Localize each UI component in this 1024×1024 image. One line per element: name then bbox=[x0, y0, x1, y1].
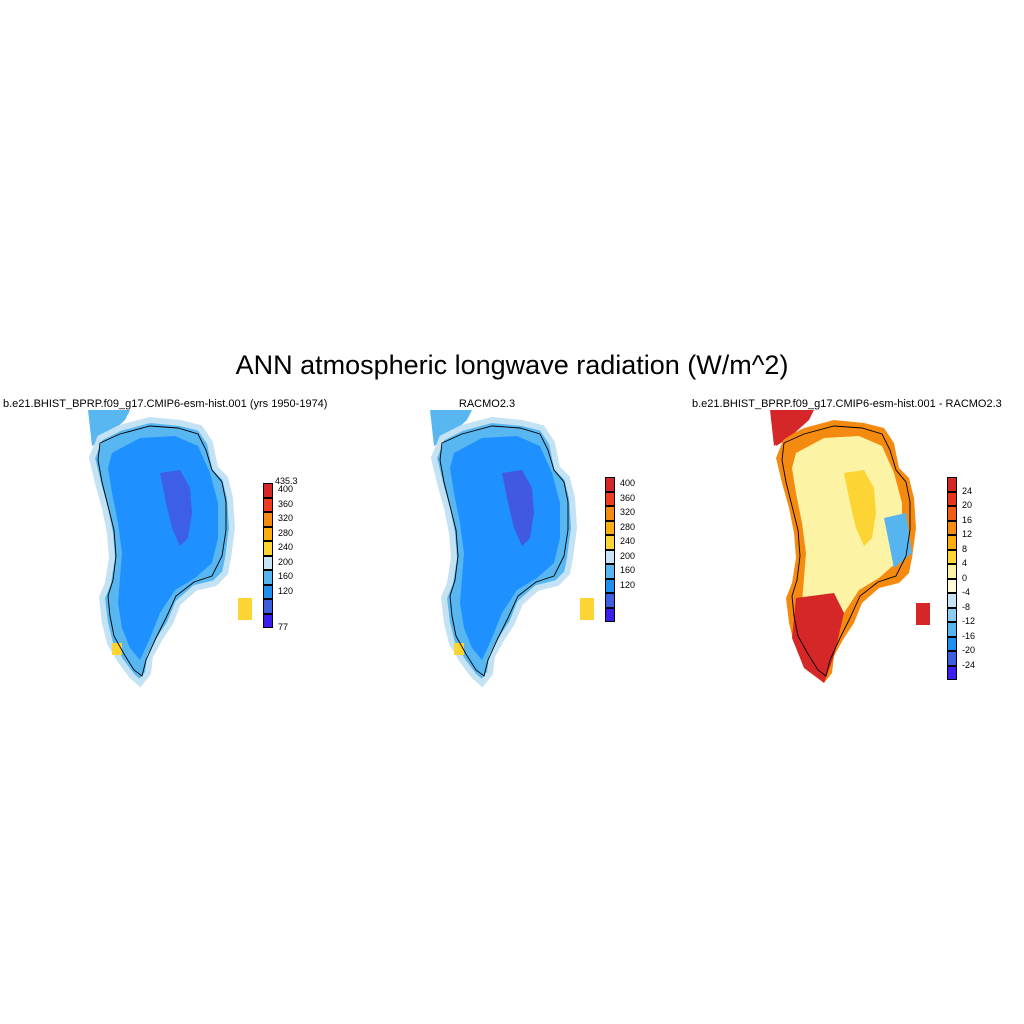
colorbar-tick-label: 200 bbox=[278, 556, 294, 567]
ice-core bbox=[844, 470, 876, 546]
colorbar-swatch bbox=[605, 564, 615, 579]
colorbar-swatch bbox=[947, 665, 957, 680]
colorbar-tick-label: 24 bbox=[962, 485, 973, 496]
figure-title: ANN atmospheric longwave radiation (W/m^… bbox=[235, 350, 789, 380]
colorbar-swatch bbox=[263, 526, 273, 541]
land-edge bbox=[430, 416, 578, 688]
colorbar-swatch bbox=[605, 578, 615, 593]
colorbar-swatch bbox=[947, 491, 957, 506]
colorbar-swatch bbox=[605, 520, 615, 535]
colorbar-swatch bbox=[605, 549, 615, 564]
colorbar-tick-label: 240 bbox=[620, 536, 636, 547]
land-edge bbox=[88, 416, 236, 688]
colorbar-swatch bbox=[263, 613, 273, 628]
colorbar-swatch bbox=[605, 491, 615, 506]
colorbar-swatch bbox=[947, 578, 957, 593]
colorbar-tick-label: -24 bbox=[962, 659, 976, 670]
iceland-cells bbox=[916, 603, 930, 625]
colorbar-tick-label: 12 bbox=[962, 529, 973, 539]
colorbar-tick-label: 320 bbox=[278, 513, 294, 524]
colorbar-tick-label: 360 bbox=[278, 498, 294, 509]
colorbar-swatch bbox=[263, 599, 273, 614]
ice-core bbox=[502, 470, 534, 546]
colorbar-swatch bbox=[947, 651, 957, 666]
colorbar-swatch bbox=[947, 564, 957, 579]
colorbar-tick-label: 400 bbox=[620, 478, 636, 489]
colorbar-swatch bbox=[605, 607, 615, 622]
southern-tip bbox=[792, 593, 844, 683]
colorbar-swatch bbox=[947, 535, 957, 550]
ice-interior bbox=[108, 436, 218, 660]
colorbar-tick-label: 120 bbox=[620, 579, 636, 590]
coastline bbox=[439, 425, 569, 677]
colorbar-swatch bbox=[263, 570, 273, 585]
colorbar-swatch bbox=[947, 506, 957, 521]
coastline bbox=[97, 425, 227, 677]
colorbar-tick-label: 4 bbox=[962, 558, 968, 568]
colorbar-tick-label: 8 bbox=[962, 543, 968, 554]
greenland-map bbox=[88, 410, 252, 688]
colorbar-min-label: 77 bbox=[278, 622, 289, 632]
colorbar-swatch bbox=[605, 506, 615, 521]
colorbar-tick-label: 0 bbox=[962, 572, 968, 583]
colorbar-tick-label: 160 bbox=[278, 571, 294, 582]
coastline bbox=[781, 425, 911, 677]
east-coast-cool bbox=[884, 513, 912, 568]
colorbar-swatch bbox=[263, 584, 273, 599]
colorbar-swatch bbox=[263, 497, 273, 512]
colorbar-swatch bbox=[947, 622, 957, 637]
colorbar-tick-label: -8 bbox=[962, 601, 971, 612]
colorbar-tick-label: 16 bbox=[962, 514, 973, 525]
colorbar-swatch bbox=[605, 593, 615, 608]
colorbar-tick-label: -4 bbox=[962, 587, 971, 597]
colorbar-swatch bbox=[947, 477, 957, 492]
colorbar-swatch bbox=[263, 555, 273, 570]
panel-title: b.e21.BHIST_BPRP.f09_g17.CMIP6-esm-hist.… bbox=[3, 398, 328, 410]
colorbar-tick-label: 280 bbox=[278, 527, 294, 538]
panel-title: b.e21.BHIST_BPRP.f09_g17.CMIP6-esm-hist.… bbox=[692, 398, 1002, 410]
panel-title: RACMO2.3 bbox=[458, 398, 516, 410]
greenland-map bbox=[770, 410, 930, 683]
colorbar-swatch bbox=[947, 549, 957, 564]
colorbar-tick-label: -16 bbox=[962, 630, 976, 641]
panel-model: b.e21.BHIST_BPRP.f09_g17.CMIP6-esm-hist.… bbox=[0, 398, 340, 698]
greenland-map bbox=[430, 410, 594, 688]
colorbar-swatch bbox=[263, 541, 273, 556]
colorbar-tick-label: 400 bbox=[278, 484, 294, 495]
colorbar-swatch bbox=[947, 593, 957, 608]
south-coast-cells bbox=[454, 643, 464, 655]
colorbar-tick-label: 320 bbox=[620, 507, 636, 518]
colorbar-tick-label: 360 bbox=[620, 492, 636, 503]
panel-racmo: RACMO2.3 400 360 320 280 240 200 160 120 bbox=[342, 398, 682, 698]
iceland-cells bbox=[580, 598, 594, 620]
colorbar-tick-label: 20 bbox=[962, 500, 973, 510]
colorbar-tick-label: 200 bbox=[620, 550, 636, 561]
south-coast-cells bbox=[112, 643, 122, 655]
colorbar-swatch bbox=[263, 483, 273, 498]
iceland-cells bbox=[238, 598, 252, 620]
colorbar-tick-label: 280 bbox=[620, 521, 636, 532]
ice-core bbox=[160, 470, 192, 546]
colorbar-swatch bbox=[605, 477, 615, 492]
ice-interior bbox=[450, 436, 560, 660]
colorbar-tick-label: 240 bbox=[278, 542, 294, 553]
colorbar-tick-label: 160 bbox=[620, 565, 636, 576]
colorbar-swatch bbox=[605, 535, 615, 550]
northwest-warm bbox=[770, 410, 812, 446]
colorbar-swatch bbox=[947, 607, 957, 622]
colorbar-tick-label: -12 bbox=[962, 616, 976, 626]
panel-difference: b.e21.BHIST_BPRP.f09_g17.CMIP6-esm-hist.… bbox=[684, 398, 1024, 698]
colorbar-tick-label: 120 bbox=[278, 585, 294, 596]
colorbar-swatch bbox=[947, 520, 957, 535]
colorbar-swatch bbox=[947, 636, 957, 651]
colorbar-tick-label: -20 bbox=[962, 645, 976, 655]
colorbar-max-label: 435.3 bbox=[275, 476, 298, 486]
colorbar-swatch bbox=[263, 512, 273, 527]
